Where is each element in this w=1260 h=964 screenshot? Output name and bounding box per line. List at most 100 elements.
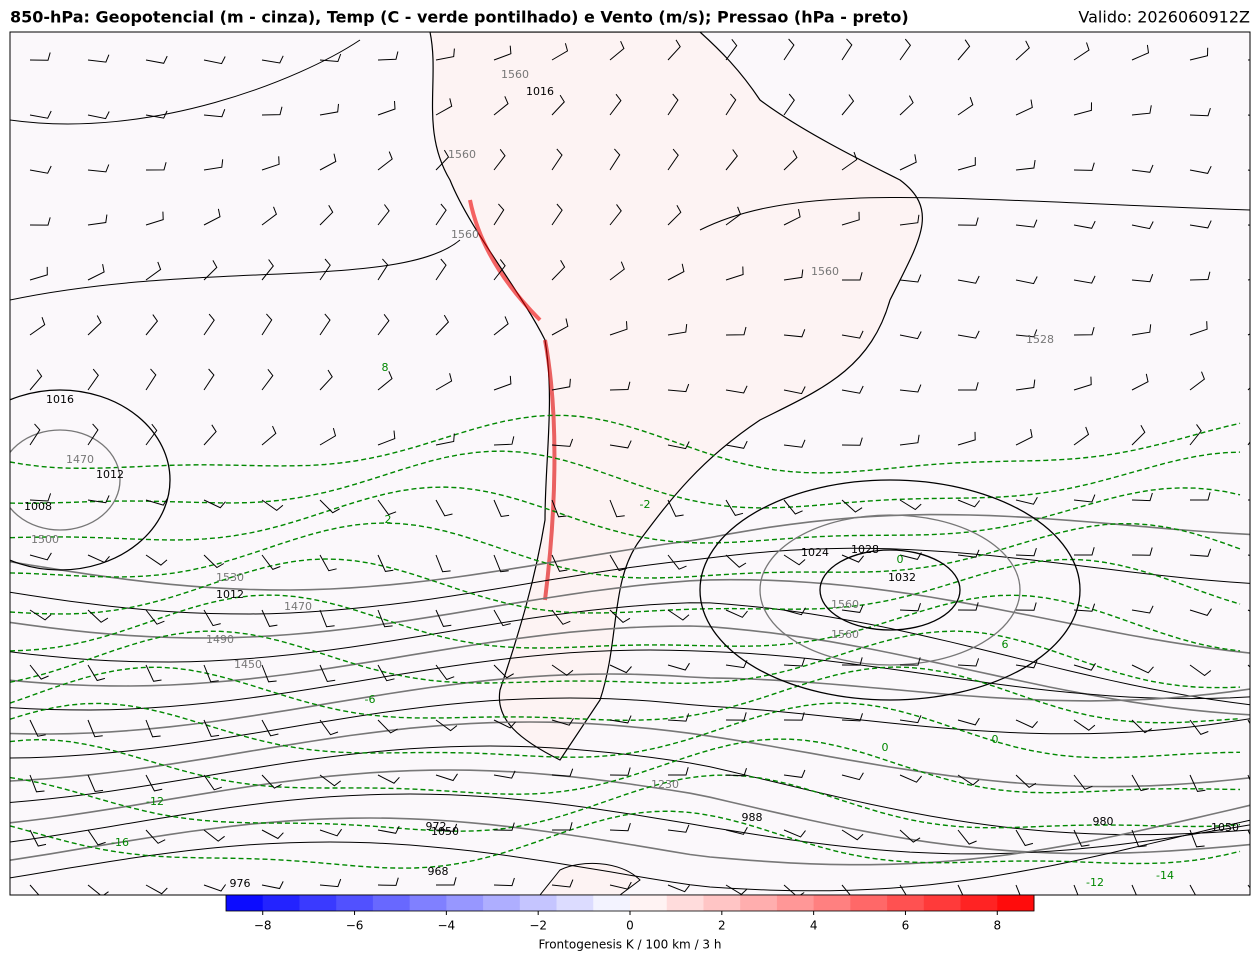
isobar	[10, 578, 1250, 654]
wind-barb	[667, 39, 681, 61]
wind-barb	[145, 554, 168, 566]
wind-barb	[1015, 660, 1038, 669]
isotherm	[10, 558, 1241, 615]
wind-barb	[1131, 774, 1149, 792]
colorbar-cell	[850, 895, 888, 911]
colorbar-cell	[666, 895, 704, 911]
wind-barb	[957, 884, 964, 895]
colorbar-cell	[336, 895, 374, 911]
wind-barb	[203, 554, 225, 569]
wind-barb	[841, 604, 864, 613]
wind-barb	[1015, 429, 1033, 446]
isobar	[10, 602, 1250, 706]
contour-label: 1024	[801, 546, 829, 559]
wind-barb	[609, 40, 625, 61]
wind-barb	[725, 884, 748, 895]
wind-barb	[261, 206, 278, 226]
contour-label: 1560	[451, 228, 479, 241]
wind-barb	[783, 439, 806, 448]
wind-barb	[29, 884, 50, 895]
wind-barb	[1189, 774, 1206, 792]
wind-barb	[609, 715, 632, 724]
wind-barb	[493, 436, 515, 446]
wind-barb	[957, 717, 980, 726]
wind-barb	[261, 368, 274, 391]
wind-barb	[1073, 376, 1092, 391]
colorbar-cell	[813, 895, 851, 911]
isotherm	[10, 630, 1241, 689]
contour-label: 972	[426, 820, 447, 833]
wind-barb	[1131, 664, 1154, 674]
contour-label: -14	[1156, 869, 1174, 882]
wind-barb	[377, 51, 399, 61]
wind-barb	[841, 437, 863, 446]
isotherm	[10, 666, 1241, 724]
wind-barb	[783, 269, 804, 281]
wind-barb	[551, 554, 568, 572]
wind-barb	[609, 148, 621, 171]
closed-contour	[819, 549, 961, 631]
wind-barb	[319, 53, 342, 63]
wind-barb	[377, 825, 400, 834]
colorbar-cell	[226, 895, 264, 911]
contour-label: 1490	[206, 633, 234, 646]
isobar	[10, 625, 1250, 716]
wind-barb	[1131, 425, 1146, 446]
wind-barb	[899, 829, 921, 843]
wind-barb	[1189, 47, 1209, 61]
contour-label: 1016	[46, 393, 74, 406]
wind-barb	[609, 881, 632, 890]
wind-barb	[783, 93, 795, 116]
wind-barb	[725, 266, 744, 281]
contour-label: 976	[230, 877, 251, 890]
wind-barb	[203, 424, 217, 446]
colorbar-cell	[740, 895, 778, 911]
wind-barb	[493, 316, 509, 336]
wind-barb	[1131, 105, 1152, 116]
contour-label: 1028	[851, 543, 879, 556]
wind-barb	[957, 774, 980, 786]
wind-barb	[899, 274, 922, 283]
wind-barb	[203, 159, 224, 171]
isobar	[10, 804, 1250, 866]
wind-barb	[203, 260, 218, 281]
wind-barb	[319, 664, 336, 683]
colorbar-cell	[372, 895, 411, 911]
wind-barb	[261, 609, 278, 627]
wind-barb	[1131, 492, 1153, 502]
wind-barb	[377, 877, 399, 886]
wind-barb	[29, 423, 41, 446]
wind-barb	[377, 314, 390, 336]
wind-barb	[609, 609, 631, 624]
wind-barb	[319, 153, 337, 171]
wind-barb	[493, 719, 516, 729]
wind-barb	[957, 431, 976, 446]
wind-barb	[783, 208, 801, 226]
wind-barb	[203, 56, 226, 65]
wind-barb	[87, 368, 99, 391]
wind-barb	[1073, 426, 1090, 446]
wind-barb	[203, 313, 215, 336]
wind-barb	[435, 664, 455, 681]
wind-barb	[551, 609, 571, 625]
wind-barb	[87, 774, 104, 793]
wind-barb	[377, 100, 396, 116]
wind-barb	[1131, 324, 1152, 336]
wind-barb	[145, 664, 162, 682]
wind-barb	[1015, 496, 1038, 505]
wind-barb	[841, 330, 864, 339]
wind-barb	[1189, 608, 1212, 616]
wind-barb	[841, 94, 855, 116]
wind-barb	[203, 208, 221, 226]
wind-barb	[551, 203, 563, 226]
wind-barb	[609, 440, 632, 449]
wind-barb	[609, 822, 631, 832]
wind-barb	[841, 884, 851, 895]
wind-barb	[551, 438, 574, 447]
wind-barb	[783, 499, 803, 515]
wind-barb	[841, 499, 863, 513]
isobar	[10, 793, 1250, 855]
contour-label: -16	[111, 836, 129, 849]
wind-barb	[435, 203, 447, 226]
colorbar-cell	[262, 895, 300, 911]
